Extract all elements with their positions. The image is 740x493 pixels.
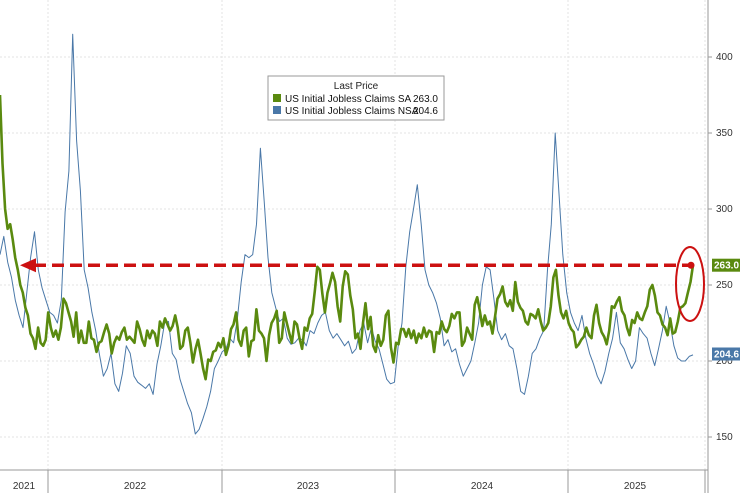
y-tick-label: 400 bbox=[716, 52, 733, 63]
series-layer bbox=[0, 33, 695, 435]
legend-value-sa: 263.0 bbox=[413, 94, 438, 105]
legend: Last Price US Initial Jobless Claims SA … bbox=[267, 75, 445, 121]
x-tick-label: 2025 bbox=[624, 481, 647, 492]
x-tick-label: 2023 bbox=[297, 481, 320, 492]
highlight-circle bbox=[675, 246, 705, 322]
legend-value-nsa: 204.6 bbox=[413, 106, 438, 117]
grid-lines bbox=[0, 0, 708, 470]
last-value-tags: 263.0 204.6 bbox=[712, 258, 740, 361]
legend-swatch-sa bbox=[273, 94, 281, 102]
annotation-layer bbox=[20, 246, 705, 322]
y-tick-label: 150 bbox=[716, 432, 733, 443]
last-value-tag-nsa-text: 204.6 bbox=[714, 350, 739, 361]
y-tick-label: 200 bbox=[716, 356, 733, 367]
series-line-sa bbox=[0, 94, 695, 381]
arrow-head bbox=[20, 258, 36, 273]
last-value-tag-sa-text: 263.0 bbox=[714, 261, 739, 272]
legend-label-nsa: US Initial Jobless Claims NSA bbox=[285, 106, 419, 117]
end-point-dot bbox=[687, 261, 695, 269]
y-tick-label: 250 bbox=[716, 280, 733, 291]
series-line-nsa bbox=[0, 33, 694, 435]
legend-box bbox=[267, 75, 445, 121]
legend-title: Last Price bbox=[334, 81, 379, 92]
legend-label-sa: US Initial Jobless Claims SA bbox=[285, 94, 411, 105]
last-value-tag-sa bbox=[712, 258, 740, 272]
x-tick-label: 2024 bbox=[471, 481, 494, 492]
x-tick-label: 2022 bbox=[124, 481, 147, 492]
legend-swatch-nsa bbox=[273, 106, 281, 114]
x-tick-label: 2021 bbox=[13, 481, 36, 492]
y-tick-label: 300 bbox=[716, 204, 733, 215]
last-value-tag-nsa bbox=[712, 347, 740, 361]
y-tick-label: 350 bbox=[716, 128, 733, 139]
